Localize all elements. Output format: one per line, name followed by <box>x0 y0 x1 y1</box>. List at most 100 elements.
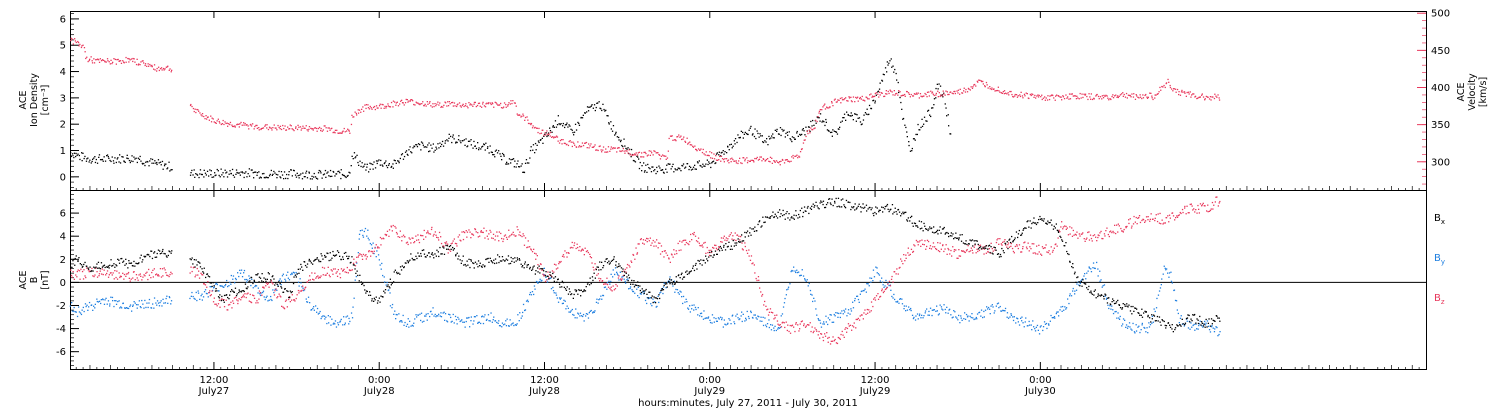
ion-density-point <box>386 166 389 169</box>
velocity-point <box>125 61 127 63</box>
by-point <box>860 290 862 293</box>
bz-point <box>238 298 240 300</box>
bz-point <box>1103 233 1106 235</box>
by-point <box>852 301 854 303</box>
bz-point <box>542 273 544 275</box>
by-point <box>460 320 462 322</box>
bz-point <box>159 268 162 270</box>
bz-point <box>1028 250 1030 252</box>
velocity-point <box>171 69 173 71</box>
by-point <box>121 307 123 309</box>
velocity-point <box>878 96 880 98</box>
ion-density-point <box>235 169 238 171</box>
ion-density-point <box>376 162 378 165</box>
velocity-point <box>266 124 268 126</box>
ion-density-point <box>483 144 486 146</box>
by-point <box>1131 329 1133 331</box>
by-point <box>685 298 687 300</box>
ion-density-point <box>261 173 264 175</box>
by-point <box>556 297 558 299</box>
by-point <box>1143 326 1145 329</box>
ion-density-point <box>453 138 455 140</box>
bz-point <box>1109 231 1111 233</box>
velocity-point <box>250 125 253 127</box>
by-point <box>616 273 618 275</box>
ion-density-point <box>351 155 353 157</box>
ion-density-point <box>167 167 169 169</box>
bz-point <box>676 252 678 255</box>
bz-point <box>768 311 771 313</box>
ion-density-point <box>339 172 341 174</box>
by-point <box>922 317 924 319</box>
by-point <box>724 323 726 325</box>
velocity-point <box>683 136 685 138</box>
velocity-point <box>1215 95 1217 97</box>
velocity-point <box>316 130 318 132</box>
by-point <box>501 322 504 324</box>
bz-point <box>99 270 101 272</box>
ion-density-point <box>242 172 244 174</box>
ion-density-point <box>191 169 193 172</box>
ion-density-point <box>256 174 258 176</box>
velocity-point <box>1151 97 1153 99</box>
velocity-point <box>224 121 226 123</box>
ion-density-point <box>902 118 904 120</box>
velocity-point <box>327 127 329 129</box>
by-point <box>787 286 790 288</box>
by-point <box>393 313 395 315</box>
velocity-point <box>467 107 469 109</box>
ion-density-point <box>143 162 145 165</box>
bz-point <box>625 271 627 273</box>
bz-point <box>958 255 960 257</box>
velocity-point <box>610 148 612 150</box>
velocity-point <box>374 108 376 111</box>
bx-point <box>89 266 91 268</box>
velocity-point <box>1084 94 1086 96</box>
by-point <box>272 289 274 291</box>
velocity-point <box>757 159 760 161</box>
velocity-point <box>1052 94 1054 97</box>
ion-density-point <box>199 169 202 171</box>
velocity-point <box>378 105 381 107</box>
velocity-point <box>482 103 484 105</box>
ion-density-point <box>219 176 221 178</box>
by-point <box>654 301 656 303</box>
velocity-point <box>406 99 408 101</box>
bz-point <box>1073 234 1075 236</box>
bz-point <box>229 303 231 306</box>
ion-density-point <box>565 124 568 126</box>
ion-density-point <box>607 115 609 117</box>
velocity-point <box>306 129 308 131</box>
velocity-point <box>128 58 130 60</box>
by-point <box>586 313 589 315</box>
by-point <box>485 319 488 321</box>
by-point <box>809 289 812 292</box>
ion-density-point <box>189 174 192 176</box>
velocity-point <box>426 101 428 103</box>
ion-density-point <box>277 174 279 176</box>
by-point <box>873 276 876 278</box>
by-point <box>529 291 532 294</box>
velocity-point <box>134 61 136 63</box>
velocity-point <box>322 129 324 131</box>
velocity-point <box>316 127 318 130</box>
by-point <box>1057 311 1059 313</box>
ion-density-point <box>483 143 485 145</box>
bz-point <box>1016 244 1018 246</box>
bz-point <box>697 237 700 239</box>
velocity-point <box>1168 81 1170 83</box>
velocity-point <box>1041 98 1043 101</box>
bz-point <box>70 274 73 277</box>
by-point <box>316 311 318 313</box>
ion-density-point <box>496 152 499 154</box>
by-point <box>287 271 289 273</box>
velocity-point <box>108 61 110 63</box>
bz-point <box>317 277 320 279</box>
by-point <box>840 312 842 314</box>
velocity-point <box>367 107 370 109</box>
velocity-point <box>616 147 619 149</box>
velocity-point <box>788 160 790 162</box>
bz-point <box>855 327 857 329</box>
ion-density-point <box>578 124 581 126</box>
by-point <box>462 321 464 323</box>
